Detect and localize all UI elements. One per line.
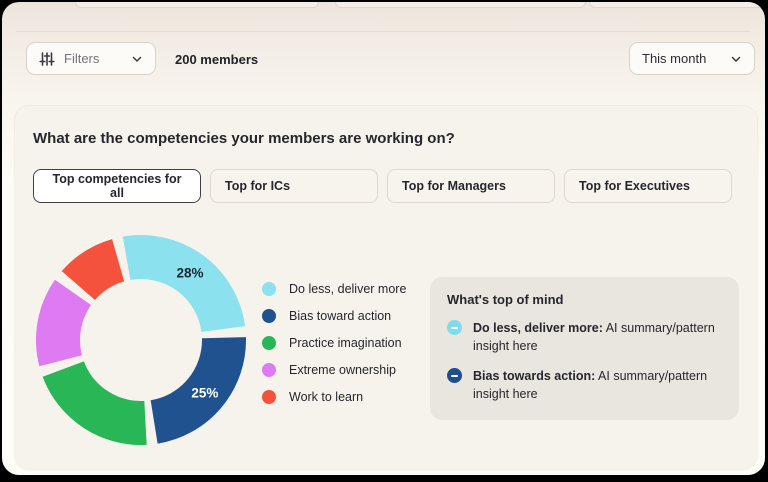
- minus-circle-icon: [447, 320, 462, 335]
- period-label: This month: [642, 51, 707, 66]
- legend-dot: [262, 362, 276, 377]
- chevron-down-icon: [131, 53, 143, 65]
- tab-top-for-ics[interactable]: Top for ICs: [210, 169, 378, 203]
- cutoff-card-bottom: [335, 2, 586, 8]
- period-dropdown[interactable]: This month: [629, 42, 755, 75]
- donut-slice-practice-imagination[interactable]: [42, 360, 147, 445]
- legend-label: Bias toward action: [289, 308, 392, 323]
- legend-item: Do less, deliver more: [262, 275, 406, 302]
- chart-legend: Do less, deliver more Bias toward action P…: [262, 275, 406, 410]
- legend-label: Practice imagination: [289, 335, 402, 350]
- panel-title: What's top of mind: [447, 292, 564, 307]
- legend-label: Do less, deliver more: [289, 281, 407, 296]
- legend-item: Practice imagination: [262, 329, 406, 356]
- tab-top-for-executives[interactable]: Top for Executives: [564, 169, 732, 203]
- donut-slice-extreme-ownership[interactable]: [36, 279, 92, 367]
- chevron-down-icon: [730, 53, 742, 65]
- donut-slice-do-less-deliver-more[interactable]: [122, 235, 246, 333]
- cutoff-card-bottom: [75, 2, 319, 8]
- members-count: 200 members: [175, 52, 259, 67]
- competencies-card: What are the competencies your members a…: [15, 106, 757, 469]
- legend-dot: [262, 335, 276, 350]
- donut-slice-label: 25%: [191, 385, 218, 400]
- legend-item: Bias toward action: [262, 302, 406, 329]
- insight-item: Do less, deliver more: AI summary/patter…: [447, 319, 722, 355]
- minus-circle-icon: [447, 368, 462, 384]
- legend-label: Extreme ownership: [289, 362, 396, 377]
- cutoff-card-bottom: [589, 2, 765, 8]
- competency-tabs: Top competencies for all Top for ICs Top…: [33, 169, 732, 203]
- app-window: Filters 200 members This month What are …: [2, 2, 765, 475]
- insight-text: Do less, deliver more: AI summary/patter…: [473, 321, 715, 354]
- competency-donut-chart: 28% 25%: [36, 235, 246, 445]
- donut-slice-work-to-learn[interactable]: [61, 239, 126, 301]
- toolbar-divider: [16, 31, 751, 32]
- legend-dot: [262, 308, 276, 323]
- legend-dot: [262, 389, 276, 404]
- donut-slice-label: 28%: [177, 266, 204, 281]
- insight-text: Bias towards action: AI summary/pattern …: [473, 369, 708, 402]
- legend-item: Work to learn: [262, 383, 406, 410]
- tab-top-for-managers[interactable]: Top for Managers: [387, 169, 555, 203]
- donut-slice-bias-toward-action[interactable]: [149, 337, 246, 444]
- section-title: What are the competencies your members a…: [33, 130, 455, 147]
- sliders-icon: [39, 51, 55, 67]
- tab-top-competencies-for-all[interactable]: Top competencies for all: [33, 169, 201, 203]
- filters-label: Filters: [64, 51, 100, 66]
- legend-item: Extreme ownership: [262, 356, 406, 383]
- legend-dot: [262, 281, 276, 296]
- legend-label: Work to learn: [289, 389, 364, 404]
- top-of-mind-panel: What's top of mind Do less, deliver more…: [430, 277, 739, 420]
- insight-item: Bias towards action: AI summary/pattern …: [447, 367, 722, 403]
- filters-button[interactable]: Filters: [26, 42, 156, 75]
